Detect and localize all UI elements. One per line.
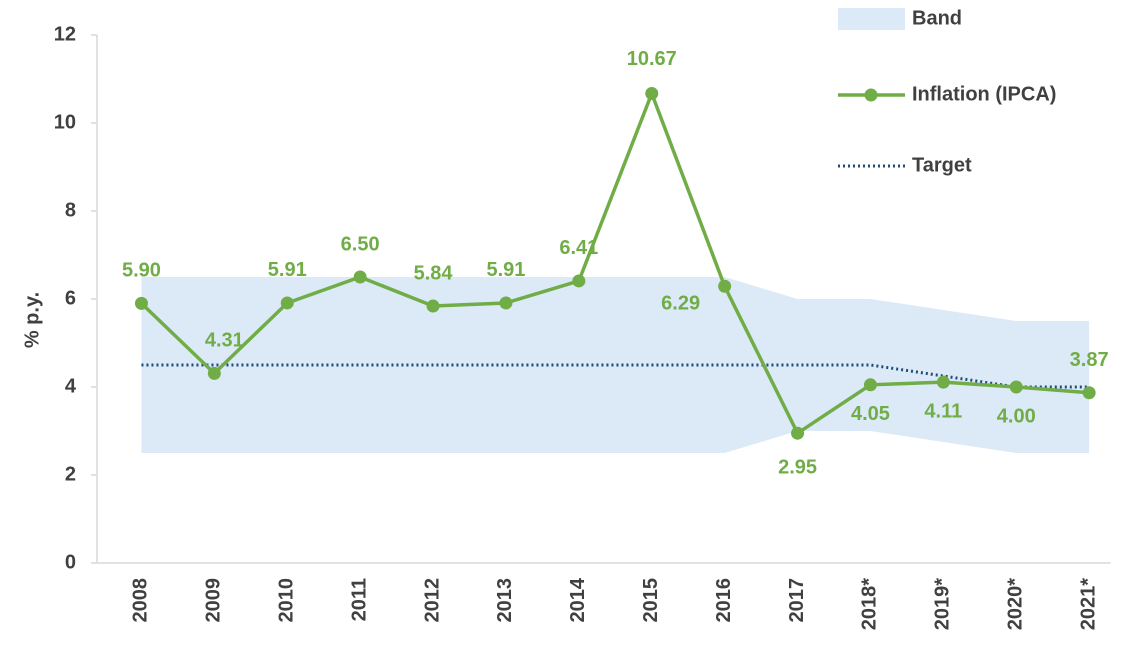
data-label: 4.11 (924, 400, 962, 422)
x-tick-label: 2019* (932, 578, 954, 630)
data-label: 3.87 (1070, 349, 1109, 371)
data-label: 5.91 (268, 259, 307, 281)
y-tick-label: 6 (65, 287, 76, 309)
y-tick-label: 0 (65, 551, 76, 573)
data-label: 4.31 (205, 330, 244, 352)
marker (863, 378, 877, 392)
marker (353, 270, 367, 284)
band-area (141, 277, 1090, 453)
x-tick-label: 2013 (494, 578, 516, 623)
marker (936, 375, 950, 389)
x-tick-label: 2014 (567, 577, 589, 622)
x-tick-label: 2020* (1005, 578, 1027, 630)
legend-label: Inflation (IPCA) (912, 83, 1056, 105)
y-tick-label: 10 (54, 111, 76, 133)
legend-label: Band (912, 7, 962, 29)
x-tick-label: 2010 (276, 578, 298, 623)
marker (1082, 386, 1096, 400)
marker (207, 366, 221, 380)
data-label: 2.95 (778, 456, 817, 478)
marker (280, 296, 294, 310)
y-axis-label: % p.y. (21, 292, 43, 348)
marker (499, 296, 513, 310)
x-tick-label: 2015 (640, 578, 662, 623)
data-label: 4.00 (997, 405, 1036, 427)
data-label: 6.29 (661, 293, 700, 315)
data-label: 6.50 (341, 233, 380, 255)
data-label: 5.91 (486, 259, 525, 281)
y-tick-label: 12 (54, 23, 76, 45)
y-tick-label: 2 (65, 463, 76, 485)
x-tick-label: 2018* (859, 578, 881, 630)
target-line (141, 363, 1090, 389)
legend-label: Target (912, 154, 972, 176)
marker (718, 279, 732, 293)
inflation-line (140, 88, 1090, 436)
legend-swatch (838, 8, 905, 30)
x-tick-label: 2011 (348, 578, 370, 621)
marker (572, 274, 586, 288)
y-tick-label: 4 (65, 375, 77, 397)
x-tick-label: 2012 (421, 578, 443, 623)
marker (645, 87, 659, 101)
x-tick-label: 2017 (786, 578, 808, 623)
marker (791, 426, 805, 440)
x-tick-label: 2021* (1077, 578, 1099, 630)
data-label: 10.67 (627, 48, 677, 70)
data-label: 5.90 (122, 260, 161, 282)
marker (426, 299, 440, 313)
x-tick-label: 2008 (130, 578, 152, 623)
data-label: 5.84 (414, 262, 454, 284)
y-tick-label: 8 (65, 199, 76, 221)
data-label: 4.05 (851, 403, 890, 425)
legend-marker (864, 88, 878, 102)
x-tick-label: 2009 (203, 578, 225, 623)
data-label: 6.41 (559, 237, 598, 259)
marker (134, 296, 148, 310)
marker (1009, 380, 1023, 394)
x-tick-label: 2016 (713, 578, 735, 623)
